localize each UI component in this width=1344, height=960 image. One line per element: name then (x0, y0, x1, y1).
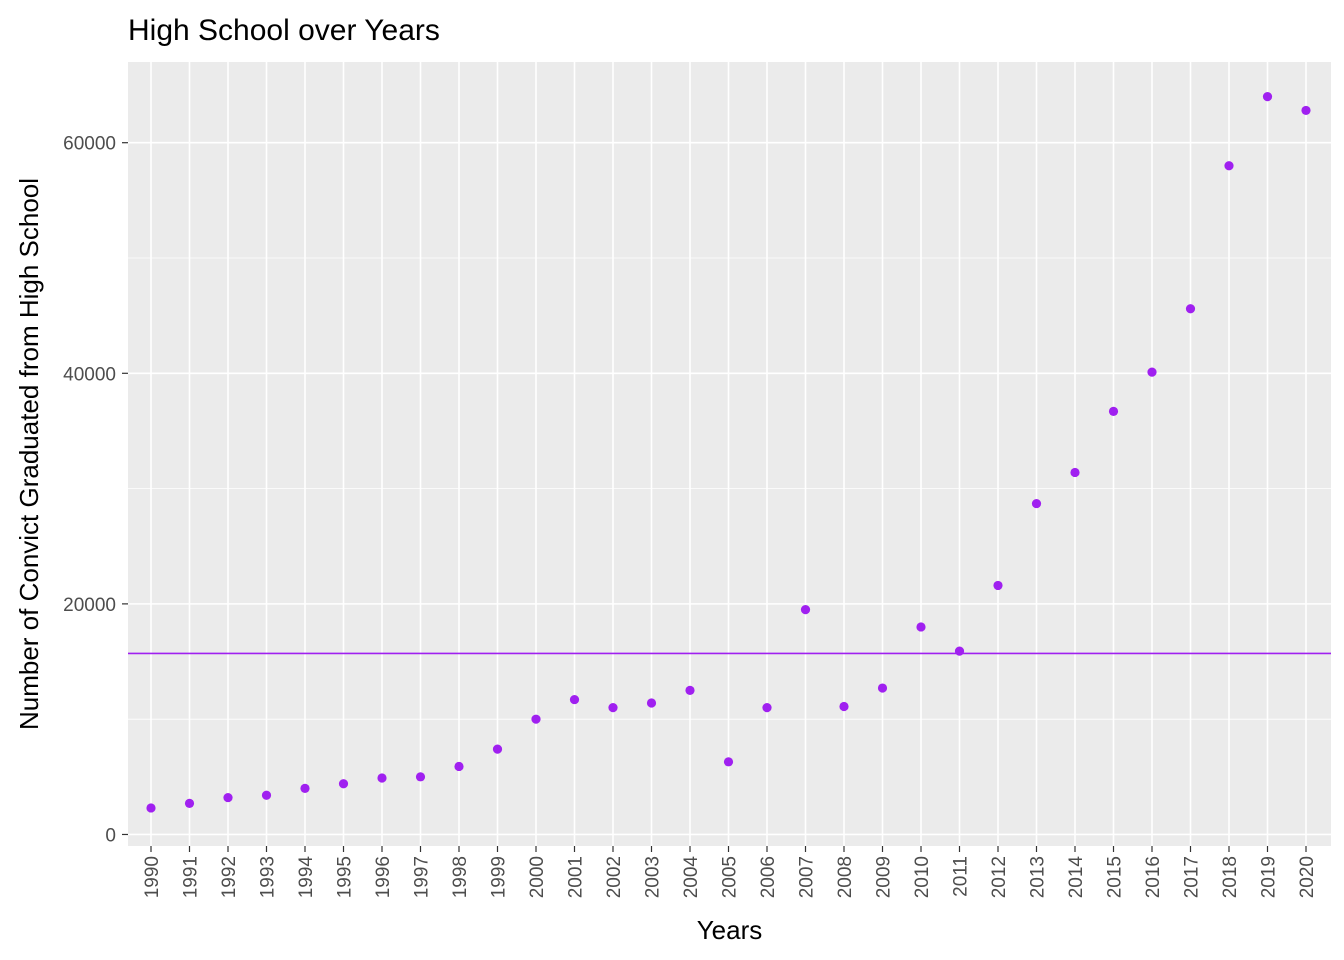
data-point (146, 803, 156, 813)
data-point (685, 685, 695, 695)
y-tick-label: 0 (105, 825, 116, 846)
x-tick-label: 2000 (527, 856, 548, 898)
x-tick-label: 2016 (1143, 856, 1164, 898)
data-point (1262, 91, 1273, 102)
x-tick-label: 2020 (1297, 856, 1318, 898)
x-tick-label: 2004 (681, 856, 702, 899)
x-tick-label: 1999 (489, 856, 510, 898)
x-tick-label: 1993 (258, 856, 279, 898)
x-axis: 1990 1991 1992 1993 1994 1995 1996 1997 1998 1999… (142, 846, 1318, 898)
data-point (1301, 105, 1311, 116)
data-point (454, 761, 464, 772)
x-tick-label: 2013 (1028, 856, 1049, 898)
data-point (954, 646, 965, 656)
data-point (184, 798, 195, 808)
data-point (1070, 467, 1080, 478)
x-tick-label: 2001 (566, 856, 587, 898)
data-point (646, 698, 657, 708)
x-tick-label: 2010 (912, 856, 933, 898)
x-axis-title: Years (697, 915, 763, 945)
major-gridlines (128, 62, 1331, 846)
data-point (877, 683, 888, 693)
x-tick-label: 2006 (758, 856, 779, 898)
x-tick-label: 2015 (1105, 856, 1126, 898)
y-tick-label: 20000 (63, 595, 116, 616)
x-tick-label: 2003 (643, 856, 664, 898)
x-tick-label: 2014 (1066, 856, 1087, 899)
y-tick-label: 60000 (63, 134, 116, 155)
data-point (300, 783, 310, 793)
y-axis: 0 20000 40000 60000 (63, 134, 128, 846)
x-tick-label: 1991 (181, 856, 202, 898)
data-point (415, 772, 426, 782)
data-point (492, 744, 503, 754)
data-point (1147, 367, 1157, 377)
data-point (1108, 406, 1119, 416)
y-tick-label: 40000 (63, 364, 116, 385)
x-tick-label: 2008 (835, 856, 856, 898)
data-point (1031, 498, 1042, 509)
x-tick-label: 1995 (335, 856, 356, 898)
data-point (531, 714, 541, 724)
data-point (916, 622, 926, 632)
x-tick-label: 1994 (296, 856, 317, 899)
data-point (723, 757, 734, 767)
data-point (800, 605, 811, 615)
x-tick-label: 2005 (720, 856, 741, 898)
data-point (1185, 304, 1196, 314)
x-tick-label: 2019 (1259, 856, 1280, 898)
data-point (839, 701, 849, 712)
x-tick-label: 2018 (1220, 856, 1241, 898)
data-point (608, 703, 618, 713)
x-tick-label: 2012 (989, 856, 1010, 898)
x-tick-label: 1990 (142, 856, 163, 898)
y-axis-title: Number of Convict Graduated from High Sc… (14, 178, 44, 730)
x-tick-label: 2017 (1182, 856, 1203, 898)
data-point (993, 580, 1003, 591)
x-tick-label: 2011 (951, 856, 972, 897)
data-point (261, 790, 272, 800)
data-point (569, 694, 580, 705)
x-tick-label: 1992 (219, 856, 240, 898)
x-tick-label: 1997 (412, 856, 433, 898)
x-tick-label: 1996 (373, 856, 394, 898)
data-point (377, 773, 387, 783)
data-point (762, 703, 772, 713)
plot-panel (128, 62, 1331, 846)
minor-gridlines (128, 257, 1331, 720)
chart-title: High School over Years (128, 14, 440, 47)
data-points (146, 91, 1311, 813)
x-tick-label: 2002 (604, 856, 625, 898)
data-point (223, 792, 233, 803)
x-tick-label: 1998 (450, 856, 471, 898)
x-tick-label: 2009 (874, 856, 895, 898)
data-point (1224, 161, 1234, 171)
x-tick-label: 2007 (797, 856, 818, 898)
data-point (338, 779, 349, 789)
